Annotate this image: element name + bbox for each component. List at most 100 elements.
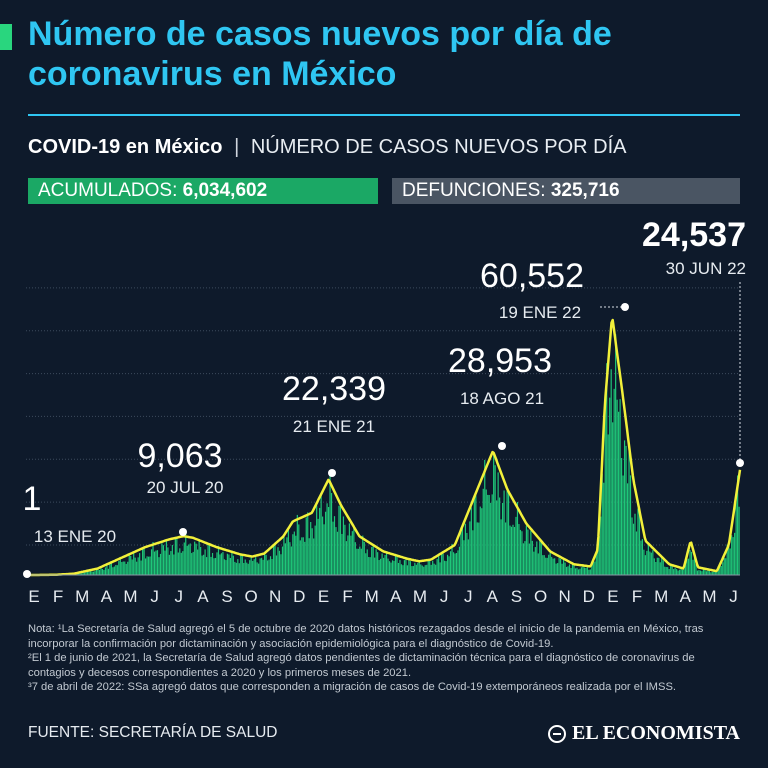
daily-case-bar	[348, 523, 350, 575]
daily-case-bar	[436, 558, 438, 575]
deaths-badge: DEFUNCIONES: 325,716	[392, 178, 740, 204]
daily-case-bar	[415, 564, 417, 575]
daily-case-bar	[326, 503, 328, 575]
daily-case-bar	[327, 507, 330, 575]
daily-case-bar	[167, 547, 169, 575]
daily-case-bar	[475, 495, 477, 575]
daily-case-bar	[271, 559, 273, 575]
x-tick-label: J	[729, 587, 738, 606]
daily-case-bar	[402, 565, 404, 575]
daily-case-bar	[738, 506, 740, 575]
daily-case-bar	[638, 510, 641, 575]
daily-case-bar	[681, 569, 684, 575]
daily-case-bar	[679, 569, 681, 575]
daily-case-bar	[482, 488, 484, 575]
daily-case-bar	[381, 553, 383, 575]
daily-case-bar	[110, 562, 112, 575]
daily-case-bar	[604, 395, 606, 575]
daily-case-bar	[406, 565, 408, 575]
daily-case-bar	[424, 565, 426, 575]
daily-case-bar	[430, 564, 432, 575]
daily-case-bar	[241, 553, 243, 575]
daily-case-bar	[439, 562, 441, 575]
daily-case-bar	[335, 527, 337, 575]
daily-case-bar	[313, 538, 315, 575]
title-divider	[28, 114, 740, 116]
x-tick-label: J	[174, 587, 183, 606]
daily-case-bar	[143, 547, 145, 575]
x-tick-label: A	[101, 587, 113, 606]
daily-case-bar	[387, 558, 389, 575]
daily-case-bar	[687, 558, 690, 575]
x-tick-label: N	[269, 587, 281, 606]
daily-case-bar	[460, 527, 462, 575]
daily-case-bar	[237, 559, 239, 575]
peak-value-label: 24,537	[642, 216, 746, 254]
daily-case-bar	[586, 567, 588, 575]
daily-case-bar	[448, 556, 450, 575]
daily-case-bar	[502, 502, 504, 575]
daily-case-bar	[246, 562, 248, 575]
daily-case-bar	[539, 540, 541, 575]
daily-case-bar	[185, 533, 187, 575]
daily-case-bar	[274, 542, 276, 575]
daily-case-bar	[734, 532, 736, 575]
footnote-2: ²El 1 de junio de 2021, la Secretaría de…	[28, 652, 695, 679]
daily-case-bar	[393, 560, 395, 575]
peak-date-label: 20 JUL 20	[147, 478, 224, 497]
daily-case-bar	[591, 563, 593, 575]
daily-case-bar	[92, 571, 95, 575]
daily-case-bar	[259, 558, 261, 575]
daily-case-bar	[732, 537, 734, 575]
daily-case-bar	[226, 553, 228, 575]
daily-case-bar	[490, 502, 492, 575]
daily-case-bar	[463, 540, 465, 575]
daily-case-bar	[626, 483, 629, 575]
daily-case-bar	[619, 399, 621, 575]
daily-case-bar	[256, 562, 258, 575]
daily-case-bar	[314, 525, 316, 575]
daily-case-bar	[719, 566, 721, 575]
daily-case-bar	[423, 566, 425, 575]
daily-case-bar	[615, 334, 617, 575]
peak-date-label: 30 JUN 22	[666, 259, 746, 278]
daily-case-bar	[150, 549, 153, 575]
daily-case-bar	[461, 528, 464, 575]
daily-case-bar	[725, 558, 727, 575]
daily-case-bar	[708, 570, 710, 575]
x-tick-label: E	[607, 587, 618, 606]
daily-case-bar	[522, 543, 525, 575]
daily-case-bar	[549, 549, 551, 575]
daily-case-bar	[258, 563, 260, 575]
daily-case-bar	[466, 532, 468, 575]
daily-case-bar	[272, 545, 275, 575]
daily-case-bar	[683, 565, 685, 575]
daily-case-bar	[481, 508, 483, 575]
daily-case-bar	[601, 473, 603, 575]
daily-case-bar	[165, 540, 168, 575]
daily-case-bar	[366, 549, 368, 575]
daily-case-bar	[107, 568, 109, 575]
daily-case-bar	[116, 565, 118, 575]
daily-case-bar	[737, 475, 739, 575]
daily-case-bar	[671, 564, 673, 575]
daily-case-bar	[101, 568, 104, 575]
daily-case-bar	[589, 569, 591, 575]
daily-case-bar	[570, 568, 572, 575]
daily-case-bar	[338, 505, 340, 575]
daily-case-bar	[684, 557, 687, 575]
daily-case-bar	[509, 525, 511, 575]
daily-case-bar	[726, 544, 728, 575]
daily-case-bar	[152, 542, 154, 575]
daily-case-bar	[513, 526, 516, 575]
daily-case-bar	[537, 553, 539, 575]
daily-case-bar	[142, 547, 144, 575]
daily-case-bar	[565, 566, 568, 575]
daily-case-bar	[491, 494, 493, 575]
daily-case-bar	[640, 540, 642, 575]
daily-case-bar	[269, 556, 272, 575]
daily-case-bar	[356, 548, 358, 575]
daily-case-bar	[656, 557, 658, 575]
daily-case-bar	[616, 399, 618, 575]
daily-case-bar	[208, 543, 211, 575]
